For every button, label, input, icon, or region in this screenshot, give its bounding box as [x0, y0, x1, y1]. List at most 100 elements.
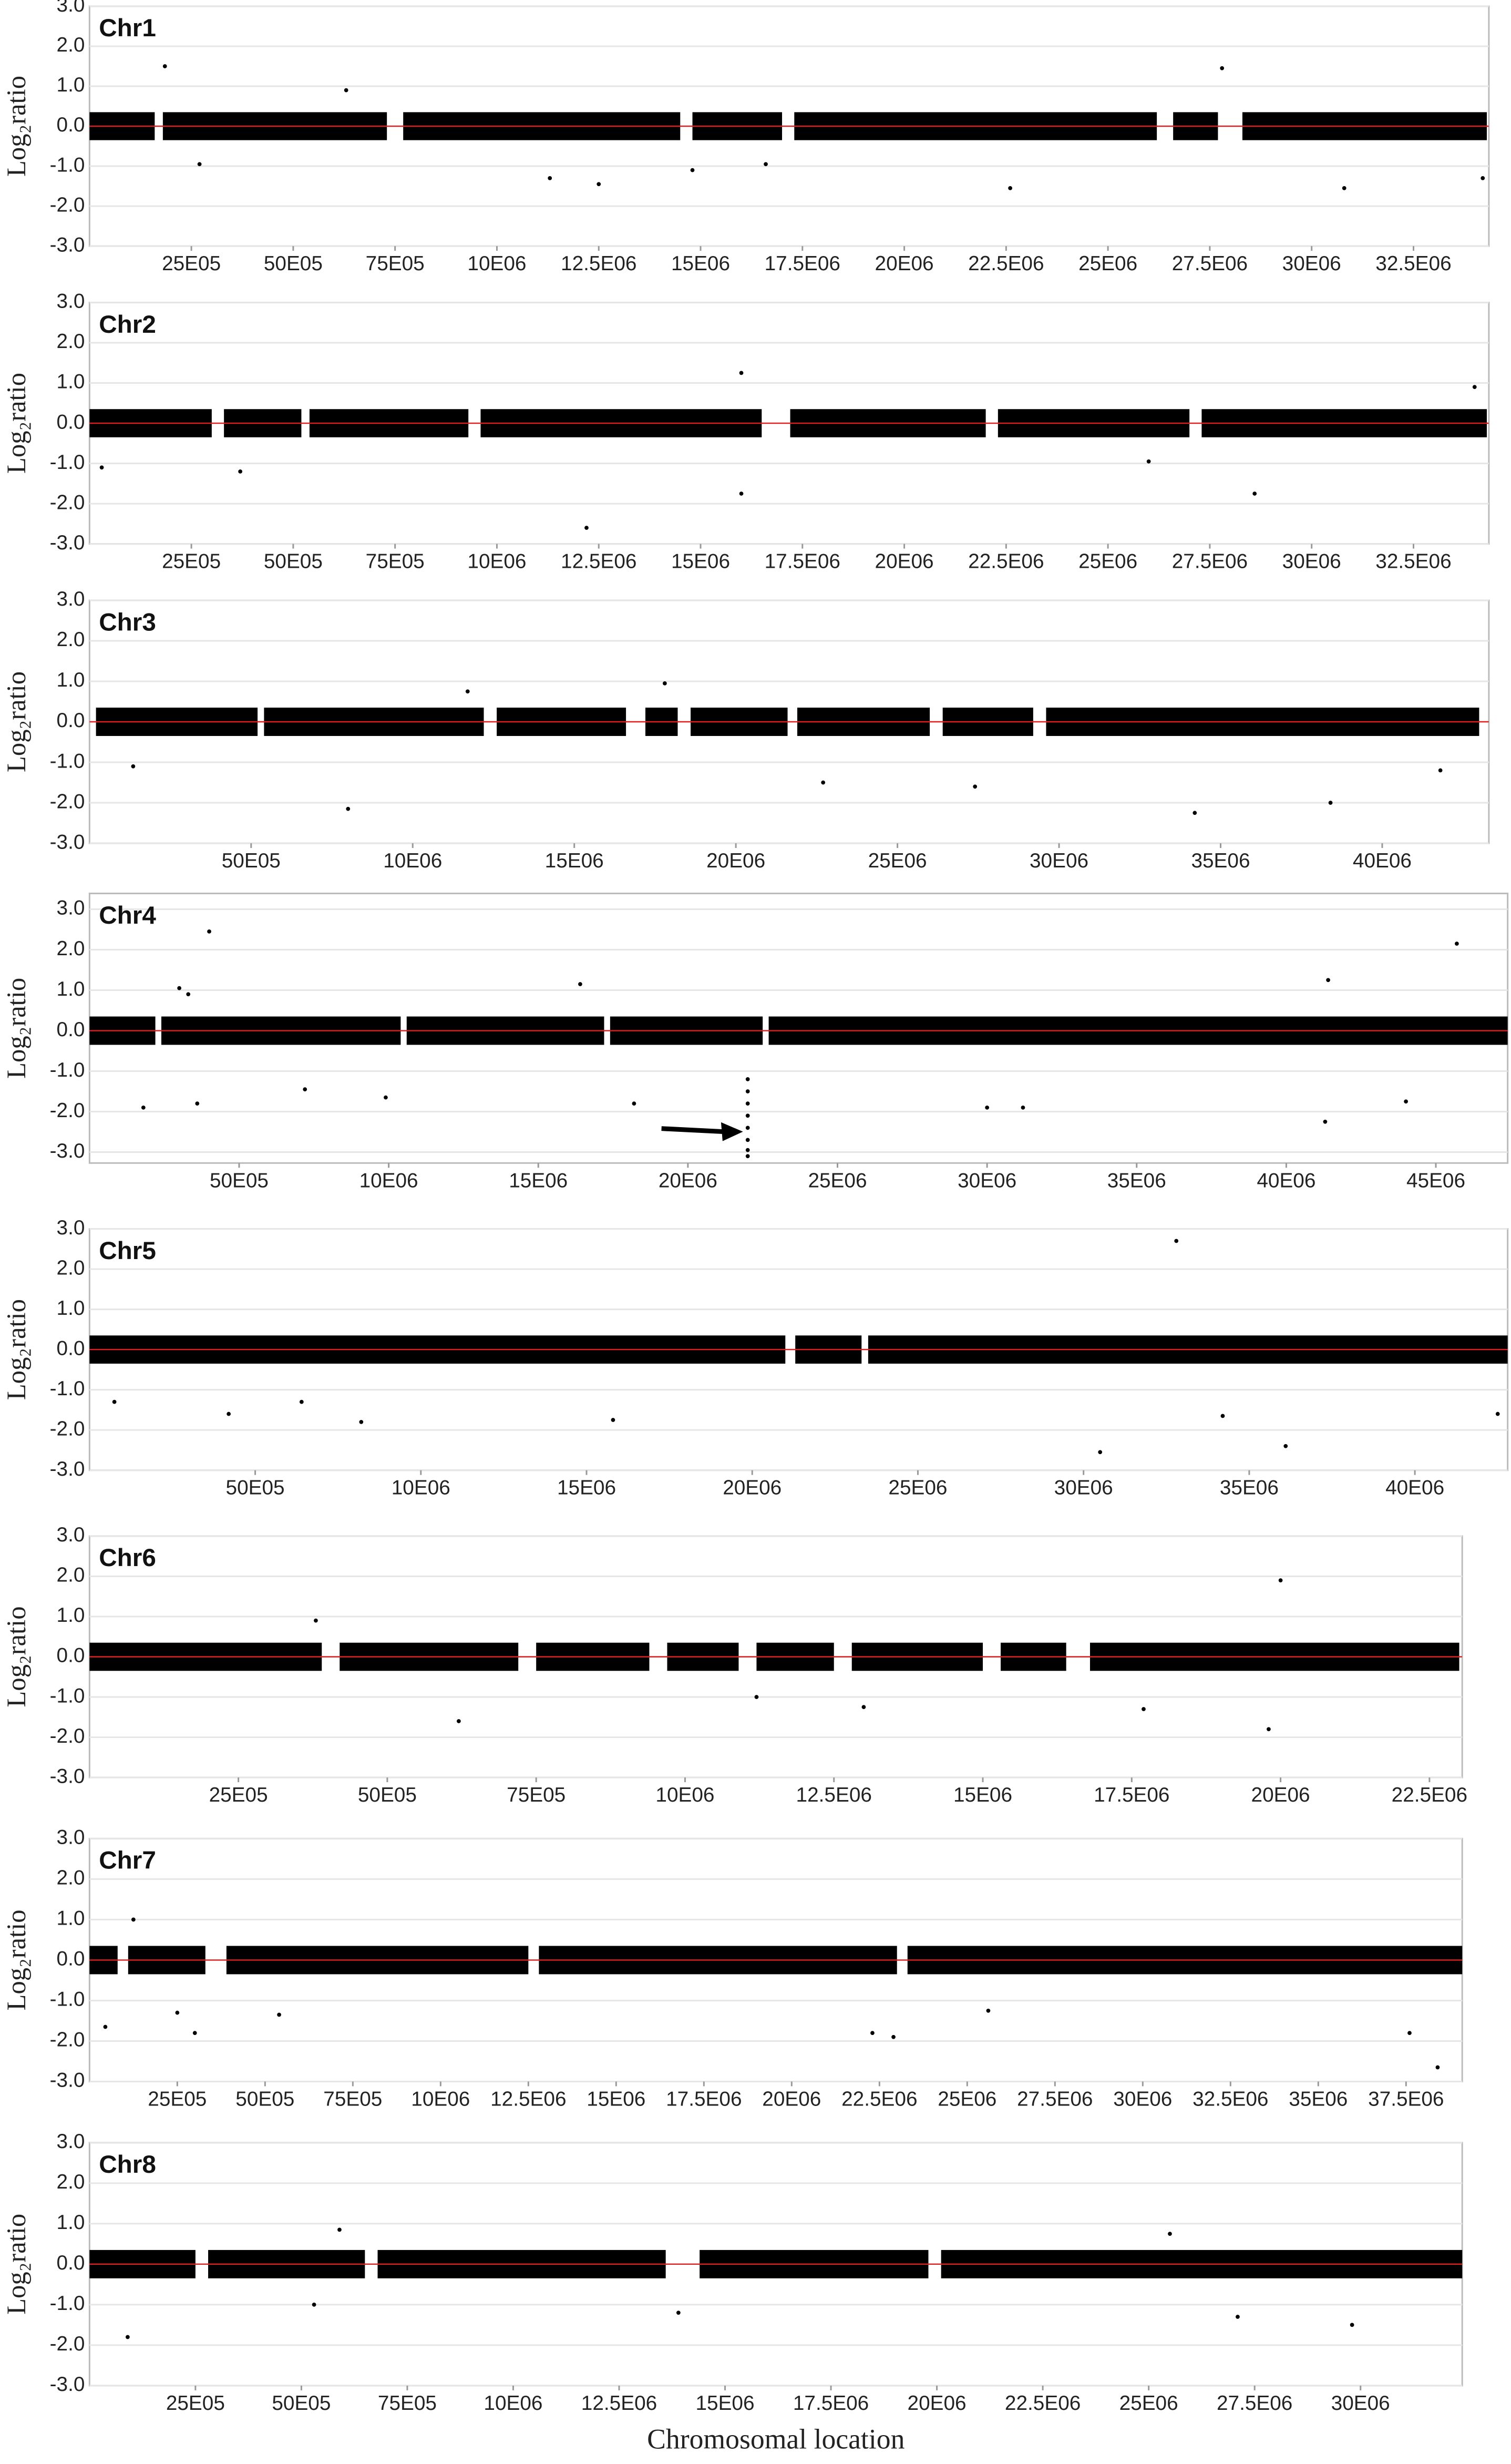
data-point [1454, 942, 1459, 946]
y-tick-label: 3.0 [57, 897, 85, 919]
y-tick-label: -1.0 [50, 1059, 85, 1081]
y-tick-label: 3.0 [57, 1524, 85, 1546]
data-point [870, 2031, 875, 2035]
x-tick-label: 50E05 [264, 252, 323, 275]
data-point [299, 1399, 304, 1404]
x-tick-label: 25E06 [808, 1169, 867, 1192]
y-tick-label: -3.0 [50, 2069, 85, 2092]
y-tick-label: -3.0 [50, 831, 85, 853]
x-tick-label: 35E06 [1107, 1169, 1166, 1192]
x-tick-label: 15E06 [953, 1784, 1012, 1806]
data-point [1193, 811, 1197, 815]
data-point [1267, 1727, 1271, 1732]
y-tick-label: 3.0 [57, 290, 85, 313]
y-tick-label: 1.0 [57, 1907, 85, 1930]
panel-title: Chr1 [99, 14, 156, 42]
data-point [1342, 186, 1346, 190]
y-tick-label: 0.0 [57, 2252, 85, 2274]
x-tick-label: 30E06 [1331, 2392, 1390, 2415]
y-axis-label: Log₂ratio [2, 1299, 31, 1400]
y-tick-label: 1.0 [57, 669, 85, 691]
data-point [175, 2010, 180, 2015]
y-tick-label: 0.0 [57, 1948, 85, 1970]
data-point [1481, 176, 1485, 180]
data-point [745, 1101, 750, 1106]
x-tick-label: 50E05 [235, 2088, 294, 2111]
y-tick-label: 0.0 [57, 411, 85, 433]
x-tick-label: 20E06 [723, 1477, 782, 1499]
data-point [112, 1399, 117, 1404]
x-tick-label: 30E06 [1282, 550, 1341, 573]
y-tick-label: -1.0 [50, 2292, 85, 2315]
data-point [745, 1113, 750, 1118]
y-tick-label: -2.0 [50, 1099, 85, 1122]
data-point [207, 929, 211, 934]
panel-title: Chr2 [99, 311, 156, 339]
x-tick-label: 22.5E06 [968, 252, 1044, 275]
x-tick-label: 20E06 [908, 2392, 967, 2415]
x-tick-label: 10E06 [484, 2392, 542, 2415]
panel-title: Chr6 [99, 1544, 156, 1572]
y-tick-label: 2.0 [57, 1867, 85, 1889]
y-tick-label: -3.0 [50, 1458, 85, 1480]
y-tick-label: -2.0 [50, 193, 85, 216]
x-tick-label: 12.5E06 [490, 2088, 566, 2111]
panel-title: Chr3 [99, 608, 156, 636]
data-point [745, 1154, 750, 1159]
x-tick-label: 32.5E06 [1375, 252, 1451, 275]
data-point [1323, 1119, 1328, 1124]
y-tick-label: 0.0 [57, 1018, 85, 1041]
data-point [141, 1105, 146, 1110]
y-tick-label: 1.0 [57, 371, 85, 393]
data-point [1326, 978, 1330, 983]
y-tick-label: 3.0 [57, 1826, 85, 1849]
data-point [739, 492, 744, 496]
y-tick-label: -3.0 [50, 1140, 85, 1162]
y-tick-label: 2.0 [57, 628, 85, 651]
data-point [1350, 2323, 1354, 2327]
x-tick-label: 15E06 [671, 252, 730, 275]
x-tick-label: 35E06 [1191, 850, 1250, 872]
x-tick-label: 10E06 [467, 550, 526, 573]
data-point [985, 1105, 990, 1110]
data-point [346, 806, 351, 811]
x-tick-label: 22.5E06 [841, 2088, 917, 2111]
data-point [456, 1719, 461, 1723]
x-tick-label: 32.5E06 [1375, 550, 1451, 573]
data-point [690, 168, 695, 172]
x-tick-label: 10E06 [467, 252, 526, 275]
data-point [1283, 1444, 1288, 1448]
x-tick-label: 30E06 [958, 1169, 1016, 1192]
x-tick-label: 50E05 [358, 1784, 417, 1806]
y-tick-label: 0.0 [57, 709, 85, 732]
y-tick-label: -1.0 [50, 1377, 85, 1400]
x-tick-label: 25E05 [209, 1784, 268, 1806]
x-tick-label: 10E06 [383, 850, 442, 872]
x-tick-label: 25E06 [888, 1477, 947, 1499]
x-tick-label: 75E05 [378, 2392, 437, 2415]
data-point [192, 2031, 197, 2035]
data-point [465, 689, 470, 694]
panel-title: Chr5 [99, 1237, 156, 1265]
data-point [277, 2012, 281, 2017]
y-tick-label: 1.0 [57, 978, 85, 1000]
x-axis-label: Chromosomal location [647, 2424, 904, 2455]
x-tick-label: 25E05 [148, 2088, 207, 2111]
y-tick-label: -1.0 [50, 154, 85, 176]
data-point [739, 371, 744, 375]
arrow-shaft [661, 1126, 725, 1134]
x-tick-label: 30E06 [1282, 252, 1341, 275]
y-tick-label: 0.0 [57, 1337, 85, 1359]
data-point [1236, 2315, 1240, 2319]
y-axis-label: Log₂ratio [2, 373, 31, 474]
data-point [973, 784, 978, 789]
data-point [1146, 459, 1151, 464]
x-tick-label: 22.5E06 [968, 550, 1044, 573]
x-tick-label: 20E06 [1251, 1784, 1310, 1806]
x-tick-label: 35E06 [1220, 1477, 1279, 1499]
x-tick-label: 25E05 [162, 550, 221, 573]
data-point [384, 1095, 388, 1100]
y-tick-label: -2.0 [50, 2029, 85, 2051]
data-point [344, 88, 348, 93]
